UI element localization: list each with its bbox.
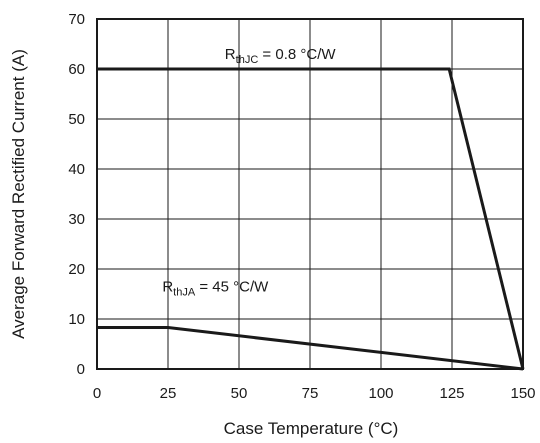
y-tick-label: 50 (68, 111, 85, 128)
annotation-1: RthJC = 0.8 °C/W (225, 46, 337, 66)
y-tick-label: 0 (77, 361, 85, 378)
tick-layer: 0 25 50 75 100 125 150 0 10 20 30 40 50 60 70 (68, 11, 535, 402)
x-tick-label: 25 (160, 385, 177, 402)
annotation-layer: RthJC = 0.8 °C/W RthJA = 45 °C/W (162, 46, 336, 299)
grid-layer (96, 18, 524, 370)
x-tick-label: 50 (231, 385, 248, 402)
annotation-2: RthJA = 45 °C/W (162, 279, 269, 299)
y-tick-label: 30 (68, 211, 85, 228)
x-tick-label: 100 (368, 385, 393, 402)
plot-frame (96, 18, 524, 370)
series-line-2 (97, 326, 524, 371)
y-tick-label: 40 (68, 161, 85, 178)
x-tick-label: 0 (93, 385, 101, 402)
x-axis-title: Case Temperature (°C) (224, 419, 399, 438)
x-tick-label: 125 (439, 385, 464, 402)
x-tick-label: 150 (510, 385, 535, 402)
y-tick-label: 60 (68, 61, 85, 78)
series-layer (97, 67, 525, 371)
y-tick-label: 20 (68, 261, 85, 278)
y-tick-label: 10 (68, 311, 85, 328)
y-axis-title: Average Forward Rectified Current (A) (9, 49, 28, 339)
series-line-1 (97, 67, 525, 370)
x-tick-label: 75 (302, 385, 319, 402)
y-tick-label: 70 (68, 11, 85, 28)
